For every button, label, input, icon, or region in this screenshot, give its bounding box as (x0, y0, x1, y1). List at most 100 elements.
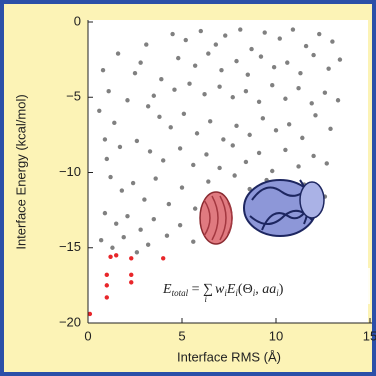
y-tick-label: −10 (59, 164, 81, 179)
eq-part: E (226, 282, 236, 297)
point (118, 145, 122, 149)
point (259, 54, 263, 58)
eq-part: (Θ (238, 282, 253, 297)
x-axis-title: Interface RMS (Å) (177, 349, 281, 364)
point (244, 160, 248, 164)
point (106, 89, 110, 93)
point (330, 39, 334, 43)
point (221, 137, 225, 141)
point (208, 119, 212, 123)
point (152, 217, 156, 221)
point (135, 250, 139, 254)
point (249, 47, 253, 51)
x-tick-label: 10 (269, 328, 283, 343)
point (148, 149, 152, 153)
point (135, 139, 139, 143)
point (120, 188, 124, 192)
eq-sub: total (172, 288, 189, 298)
point (300, 136, 304, 140)
point (311, 154, 315, 158)
point (257, 151, 261, 155)
point (323, 91, 327, 95)
point (167, 202, 171, 206)
point (296, 164, 300, 168)
x-tick-label: 0 (84, 328, 91, 343)
point (142, 197, 146, 201)
y-tick-label: −5 (66, 89, 81, 104)
point (223, 33, 227, 37)
point (108, 175, 112, 179)
point (234, 59, 238, 63)
point (193, 206, 197, 210)
point (217, 85, 221, 89)
point (195, 131, 199, 135)
point (274, 128, 278, 132)
chart: Etotal = ∑ iwiEi(Θi, aai) Interface RMS … (0, 0, 376, 376)
y-axis-title: Interface Energy (kcal/mol) (13, 94, 28, 249)
point (313, 113, 317, 117)
point (101, 68, 105, 72)
point (129, 256, 133, 260)
point (231, 143, 235, 147)
point (153, 176, 157, 180)
point (105, 273, 109, 277)
point (270, 169, 274, 173)
point (214, 42, 218, 46)
point (278, 36, 282, 40)
point (261, 116, 265, 120)
point (103, 137, 107, 141)
point (283, 148, 287, 152)
point (272, 65, 276, 69)
point (187, 82, 191, 86)
point (283, 97, 287, 101)
point (257, 100, 261, 104)
point (296, 86, 300, 90)
point (336, 98, 340, 102)
point (129, 280, 133, 284)
point (131, 181, 135, 185)
point (270, 83, 274, 87)
point (338, 57, 342, 61)
eq-part: = ∑ (188, 282, 216, 297)
point (238, 27, 242, 31)
point (263, 30, 267, 34)
point (110, 246, 114, 250)
point (170, 32, 174, 36)
point (144, 42, 148, 46)
point (125, 214, 129, 218)
point (172, 88, 176, 92)
point (247, 133, 251, 137)
point (178, 223, 182, 227)
point (99, 238, 103, 242)
y-tick-label: −20 (59, 314, 81, 329)
point (217, 166, 221, 170)
point (178, 146, 182, 150)
point (122, 235, 126, 239)
point (199, 29, 203, 33)
point (105, 295, 109, 299)
y-tick-label: 0 (74, 13, 81, 28)
point (326, 66, 330, 70)
point (169, 125, 173, 129)
point (129, 273, 133, 277)
point (287, 122, 291, 126)
point (219, 68, 223, 72)
point (311, 53, 315, 57)
point (114, 253, 118, 257)
point (191, 240, 195, 244)
y-tick-label: −15 (59, 239, 81, 254)
point (146, 243, 150, 247)
point (291, 27, 295, 31)
eq-part: ) (279, 282, 284, 297)
point (182, 112, 186, 116)
point (184, 38, 188, 42)
point (108, 255, 112, 259)
point (285, 60, 289, 64)
point (105, 283, 109, 287)
point (234, 124, 238, 128)
point (105, 157, 109, 161)
point (133, 71, 137, 75)
point (165, 234, 169, 238)
point (232, 173, 236, 177)
point (138, 227, 142, 231)
